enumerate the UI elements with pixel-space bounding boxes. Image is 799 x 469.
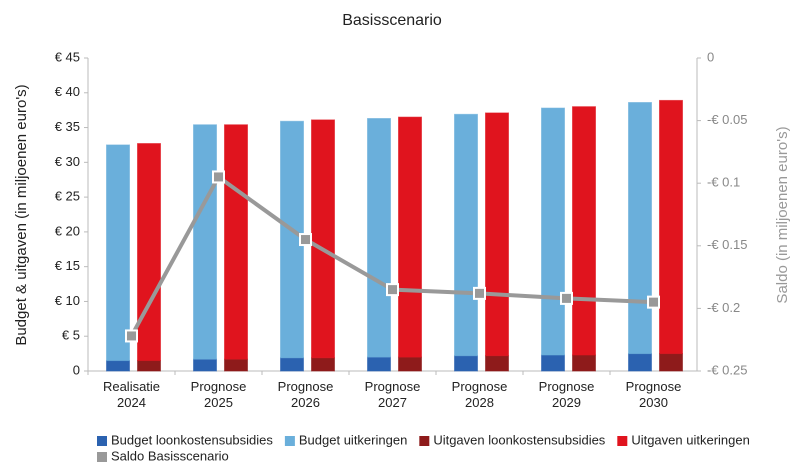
legend-swatch [97,452,107,462]
bar [224,358,248,372]
x-tick-label: Prognose 2028 [452,379,508,410]
legend-item: Saldo Basisscenario [97,448,229,463]
bar [572,354,596,372]
x-tick-label-line: Realisatie [103,379,160,394]
x-tick-label-line: 2024 [117,395,146,410]
x-tick-label: Realisatie 2024 [103,379,160,410]
y-tick-label: € 45 [55,49,80,64]
y2-axis-label: Saldo (in miljoenen euro's) [774,126,791,303]
line-marker [299,233,312,247]
x-tick-label: Prognose 2026 [278,379,334,410]
y2-tick-label: 0 [707,49,714,64]
bar [572,106,596,356]
legend-swatch [617,436,628,446]
chart-title: Basisscenario [342,12,442,29]
legend-label: Budget loonkostensubsidies [111,432,273,447]
y-tick-label: € 20 [55,223,80,238]
x-tick-label-line: Prognose [626,379,682,394]
x-tick-label: Prognose 2027 [365,379,421,410]
x-tick-label-line: Prognose [191,379,247,394]
bar [137,360,161,372]
bar [280,357,304,372]
bar [311,119,335,359]
y-tick-label: € 10 [55,293,80,308]
legend-label: Uitgaven uitkeringen [631,432,750,447]
bar [193,358,217,372]
y-tick-label: € 5 [62,328,80,343]
legend-swatch [97,436,107,446]
legend-label: Saldo Basisscenario [111,448,229,463]
x-tick-label-line: Prognose [365,379,421,394]
legend-swatch [419,436,430,446]
bar [398,356,422,372]
x-tick-label: Prognose 2030 [626,379,682,410]
x-tick-label: Prognose 2025 [191,379,247,410]
bar [193,124,217,360]
y-tick-label: 0 [73,362,80,377]
bar [659,353,683,372]
x-tick-label-line: 2028 [465,395,494,410]
legend-label: Budget uitkeringen [299,432,407,447]
y2-tick-label: -€ 0.2 [707,300,740,315]
bar [106,144,130,362]
x-tick-label-line: 2025 [204,395,233,410]
bar [137,143,161,362]
x-tick-label-line: 2026 [291,395,320,410]
line-marker [386,283,399,297]
x-tick-label-line: 2027 [378,395,407,410]
bar [485,112,509,357]
bar [224,124,248,360]
x-tick-label-line: Prognose [539,379,595,394]
bar [454,355,478,372]
bar [311,357,335,372]
x-tick-label-line: Prognose [278,379,334,394]
y-tick-label: € 25 [55,189,80,204]
bar [454,113,478,357]
bar [367,356,391,372]
y-axis-label: Budget & uitgaven (in miljoenen euro's) [13,84,30,345]
y-tick-label: € 15 [55,258,80,273]
line-marker [212,170,225,184]
y-tick-label: € 40 [55,84,80,99]
y2-tick-label: -€ 0.05 [707,112,747,127]
line-marker [647,295,660,309]
bar [541,354,565,372]
y2-tick-label: -€ 0.15 [707,237,747,252]
x-tick-label: Prognose 2029 [539,379,595,410]
line-marker [560,291,573,305]
legend-swatch [284,436,295,446]
bar [106,360,130,372]
bar [367,118,391,358]
y2-tick-label: -€ 0.1 [707,175,740,190]
line-marker [473,286,486,300]
y2-tick-label: -€ 0.25 [707,362,747,377]
legend-label: Uitgaven loonkostensubsidies [433,432,605,447]
bar [659,99,683,355]
x-tick-label-line: Prognose [452,379,508,394]
bar [541,107,565,356]
legend-item: Uitgaven loonkostensubsidies [419,432,606,447]
x-tick-label-line: 2029 [552,395,581,410]
y-tick-label: € 35 [55,119,80,134]
bar [485,355,509,372]
y-tick-label: € 30 [55,154,80,169]
bar [398,116,422,358]
x-tick-label-line: 2030 [639,395,668,410]
line-marker [125,329,138,343]
legend-item: Budget uitkeringen [284,432,407,447]
legend-item: Budget loonkostensubsidies [97,432,273,447]
bar [628,102,652,355]
legend-item: Uitgaven uitkeringen [617,432,750,447]
bar [628,353,652,372]
